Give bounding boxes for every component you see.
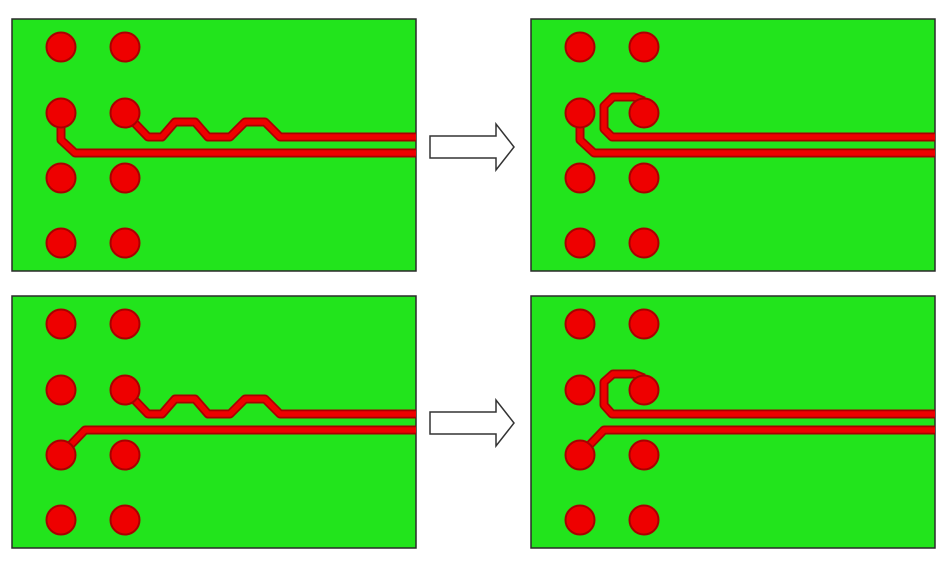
trace-loop <box>601 371 935 417</box>
pad <box>628 162 660 194</box>
pad <box>45 31 77 63</box>
pad <box>45 504 77 536</box>
pad <box>109 504 141 536</box>
pad <box>45 162 77 194</box>
pcb-panel-top-before <box>11 18 417 272</box>
pad <box>45 227 77 259</box>
pcb-panel-bottom-after <box>530 295 936 549</box>
right-arrow-icon <box>429 397 515 449</box>
trace-serpentine <box>123 388 416 417</box>
pad <box>628 374 660 406</box>
pad <box>628 31 660 63</box>
pad <box>564 374 596 406</box>
trace-loop <box>601 94 935 140</box>
right-arrow-icon <box>429 121 515 173</box>
pad <box>628 504 660 536</box>
trace-serpentine <box>123 111 416 140</box>
pad <box>564 31 596 63</box>
pad <box>564 439 596 471</box>
pcb-panel-top-after <box>530 18 936 272</box>
board <box>530 18 936 272</box>
pad <box>109 162 141 194</box>
pad <box>45 374 77 406</box>
pad <box>564 308 596 340</box>
pad <box>45 97 77 129</box>
pad <box>109 439 141 471</box>
pad <box>109 308 141 340</box>
board <box>530 295 936 549</box>
pad <box>564 97 596 129</box>
pad <box>628 97 660 129</box>
pad <box>628 308 660 340</box>
pad <box>628 439 660 471</box>
pad <box>45 439 77 471</box>
pad <box>109 227 141 259</box>
pad <box>564 504 596 536</box>
pad <box>628 227 660 259</box>
pad <box>564 227 596 259</box>
pad <box>109 374 141 406</box>
pad <box>45 308 77 340</box>
pcb-panel-bottom-before <box>11 295 417 549</box>
pad <box>564 162 596 194</box>
board <box>11 295 417 549</box>
board <box>11 18 417 272</box>
pad <box>109 31 141 63</box>
pad <box>109 97 141 129</box>
